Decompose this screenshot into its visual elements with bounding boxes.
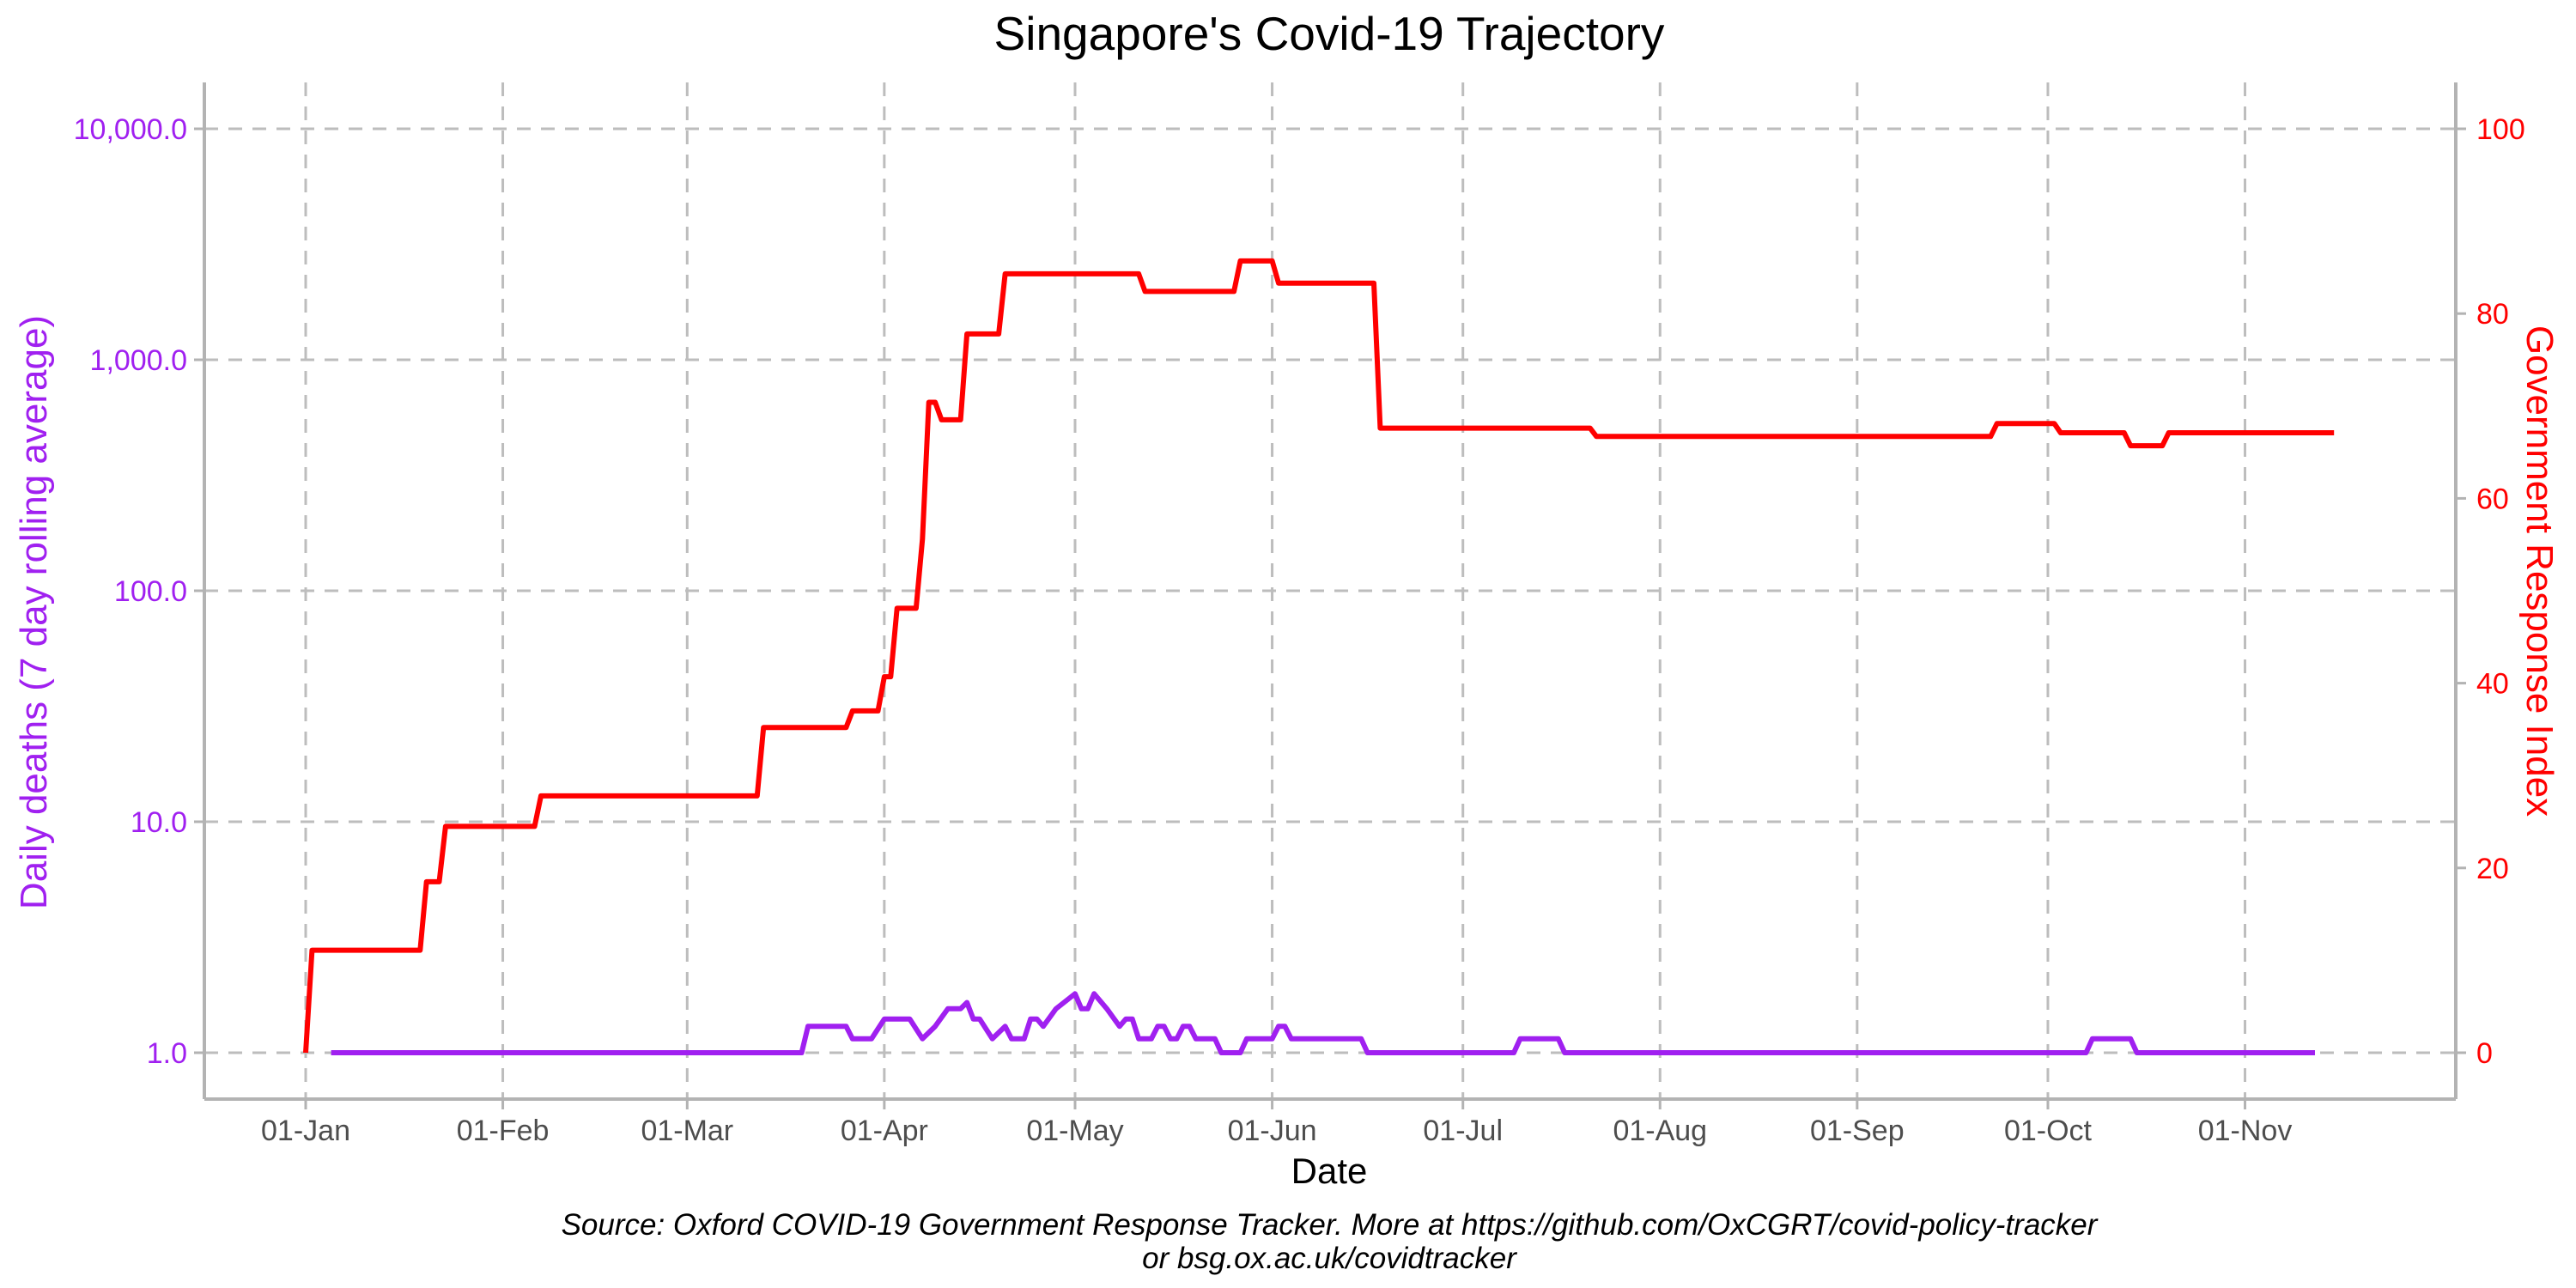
x-tick-label: 01-Sep	[1810, 1115, 1905, 1147]
right-axis-label: Government Response Index	[2518, 325, 2561, 817]
left-tick-label: 100.0	[114, 575, 187, 608]
left-axis-label: Daily deaths (7 day rolling average)	[13, 315, 55, 909]
x-tick-label: 01-Aug	[1613, 1115, 1707, 1147]
series-line-daily-deaths	[331, 991, 2315, 1055]
left-tick-label: 10,000.0	[74, 113, 187, 146]
x-tick-label: 01-Feb	[457, 1115, 550, 1147]
x-axis-label: Date	[1291, 1151, 1368, 1191]
grid	[204, 82, 2456, 1099]
source-caption-line-2: or bsg.ox.ac.uk/covidtracker	[1142, 1242, 1517, 1275]
ticks: 1.0 10.0 100.0 1,000.0 10,000.0 0 20 40 60 80 100 0…	[74, 113, 2525, 1147]
right-tick-label: 0	[2476, 1037, 2493, 1070]
x-tick-label: 01-Jan	[261, 1115, 350, 1147]
x-tick-label: 01-Jul	[1423, 1115, 1503, 1147]
series	[303, 258, 2335, 1055]
right-tick-label: 80	[2476, 298, 2509, 331]
right-tick-label: 100	[2476, 113, 2525, 146]
right-tick-label: 60	[2476, 483, 2509, 515]
series-line-government-response-index	[303, 258, 2335, 1054]
right-tick-label: 20	[2476, 853, 2509, 885]
x-tick-label: 01-Nov	[2198, 1115, 2293, 1147]
x-tick-label: 01-Oct	[2004, 1115, 2093, 1147]
x-tick-label: 01-May	[1026, 1115, 1123, 1147]
x-tick-label: 01-Jun	[1228, 1115, 1317, 1147]
chart-title: Singapore's Covid-19 Trajectory	[994, 7, 1665, 60]
x-tick-label: 01-Apr	[841, 1115, 928, 1147]
x-tick-label: 01-Mar	[641, 1115, 733, 1147]
source-caption-line-1: Source: Oxford COVID-19 Government Respo…	[562, 1208, 2099, 1242]
left-tick-label: 1,000.0	[90, 344, 187, 377]
left-tick-label: 10.0	[131, 806, 187, 839]
left-tick-label: 1.0	[147, 1037, 187, 1070]
right-tick-label: 40	[2476, 668, 2509, 701]
